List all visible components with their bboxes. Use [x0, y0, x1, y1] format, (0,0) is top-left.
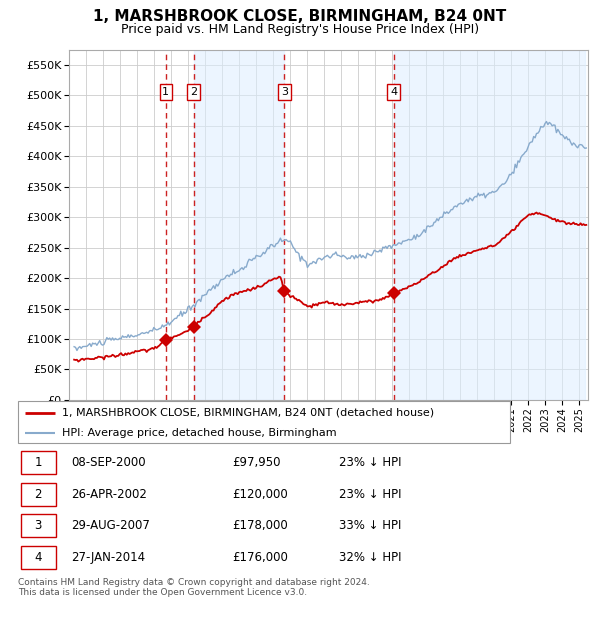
- Text: 1, MARSHBROOK CLOSE, BIRMINGHAM, B24 0NT: 1, MARSHBROOK CLOSE, BIRMINGHAM, B24 0NT: [94, 9, 506, 24]
- Text: 4: 4: [390, 87, 397, 97]
- Text: 33% ↓ HPI: 33% ↓ HPI: [340, 520, 402, 533]
- Bar: [194, 50, 284, 400]
- Text: Price paid vs. HM Land Registry's House Price Index (HPI): Price paid vs. HM Land Registry's House …: [121, 23, 479, 36]
- Text: 32% ↓ HPI: 32% ↓ HPI: [340, 551, 402, 564]
- Text: 3: 3: [35, 520, 42, 533]
- Text: £178,000: £178,000: [232, 520, 288, 533]
- Text: 26-APR-2002: 26-APR-2002: [71, 487, 148, 500]
- Text: Contains HM Land Registry data © Crown copyright and database right 2024.
This d: Contains HM Land Registry data © Crown c…: [18, 578, 370, 597]
- Text: 08-SEP-2000: 08-SEP-2000: [71, 456, 146, 469]
- FancyBboxPatch shape: [21, 482, 56, 505]
- Text: £120,000: £120,000: [232, 487, 288, 500]
- Text: 27-JAN-2014: 27-JAN-2014: [71, 551, 146, 564]
- FancyBboxPatch shape: [21, 451, 56, 474]
- Text: 2: 2: [190, 87, 197, 97]
- Text: 23% ↓ HPI: 23% ↓ HPI: [340, 456, 402, 469]
- Text: 1: 1: [35, 456, 42, 469]
- Text: £176,000: £176,000: [232, 551, 288, 564]
- FancyBboxPatch shape: [21, 515, 56, 538]
- Text: £97,950: £97,950: [232, 456, 281, 469]
- Text: 23% ↓ HPI: 23% ↓ HPI: [340, 487, 402, 500]
- Text: 1: 1: [163, 87, 169, 97]
- Bar: [394, 50, 584, 400]
- Text: 4: 4: [35, 551, 42, 564]
- Text: 1, MARSHBROOK CLOSE, BIRMINGHAM, B24 0NT (detached house): 1, MARSHBROOK CLOSE, BIRMINGHAM, B24 0NT…: [62, 407, 434, 417]
- Text: HPI: Average price, detached house, Birmingham: HPI: Average price, detached house, Birm…: [62, 428, 337, 438]
- FancyBboxPatch shape: [18, 401, 510, 443]
- FancyBboxPatch shape: [21, 546, 56, 569]
- Text: 2: 2: [35, 487, 42, 500]
- Text: 29-AUG-2007: 29-AUG-2007: [71, 520, 151, 533]
- Text: 3: 3: [281, 87, 288, 97]
